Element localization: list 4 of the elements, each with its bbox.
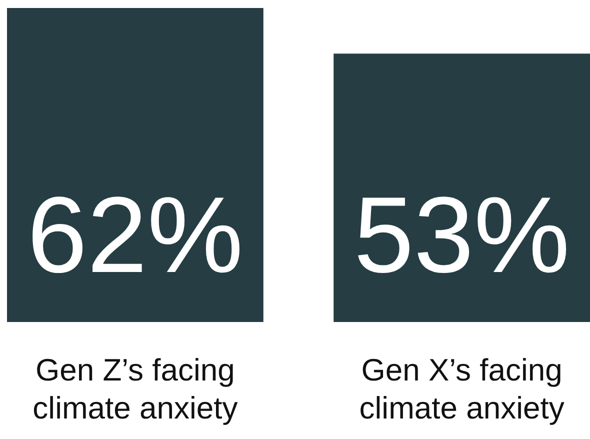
data-label: 62% bbox=[27, 174, 244, 295]
data-label: 53% bbox=[354, 174, 570, 295]
x-tick-label: Gen Z’s facing climate anxiety bbox=[32, 352, 238, 426]
x-tick-label: Gen X’s facing climate anxiety bbox=[359, 352, 565, 426]
